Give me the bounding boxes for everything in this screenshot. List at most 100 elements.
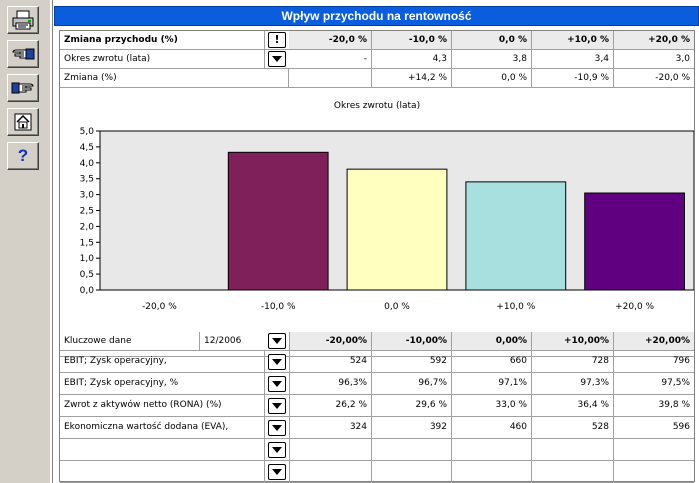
- column-header: -20,0 %: [289, 31, 372, 49]
- column-header: 0,0 %: [452, 31, 532, 49]
- help-icon: ?: [17, 146, 29, 165]
- table-cell: [289, 461, 372, 482]
- exclamation-icon: !: [274, 33, 280, 46]
- table-cell: 596: [672, 422, 690, 432]
- row-label: Zmiana (%): [60, 69, 289, 87]
- y-tick-label: 5,0: [80, 127, 95, 137]
- forward-button[interactable]: [7, 74, 39, 102]
- y-tick-label: 1,5: [80, 238, 94, 248]
- window-title: Wpływ przychodu na rentowność: [54, 6, 699, 26]
- row-dropdown[interactable]: [268, 420, 286, 436]
- back-button[interactable]: [7, 40, 39, 68]
- table-cell: 36,4 %: [532, 395, 614, 416]
- x-tick-label: -10,0 %: [261, 302, 296, 312]
- y-tick-label: 1,0: [80, 254, 95, 264]
- table-cell: [372, 461, 452, 482]
- table-row: [60, 439, 694, 461]
- header-label: Zmiana przychodu (%): [60, 31, 265, 49]
- table-cell: [532, 461, 614, 482]
- side-toolbar: ?: [0, 0, 50, 483]
- table-row: Zwrot z aktywów netto (RONA) (%) 26,2 % 29…: [60, 395, 694, 417]
- table-cell: 33,0 %: [452, 395, 532, 416]
- table-cell: 3,4: [532, 50, 614, 68]
- table-cell: -20,0 %: [655, 73, 690, 83]
- column-header: -20,00%: [289, 332, 372, 350]
- y-tick-label: 3,0: [80, 191, 95, 201]
- table-cell: [614, 439, 694, 460]
- row-dropdown[interactable]: [268, 442, 286, 458]
- table-cell: 728: [532, 351, 614, 372]
- table-cell: [289, 439, 372, 460]
- chart-title: Okres zwrotu (lata): [333, 101, 421, 111]
- y-tick-label: 0,0: [80, 286, 95, 296]
- row-dropdown[interactable]: [268, 51, 286, 67]
- column-header: -10,0 %: [372, 31, 452, 49]
- info-button[interactable]: !: [268, 32, 286, 48]
- bottom-table-header: Kluczowe dane 12/2006 -20,00% -10,00% 0,…: [60, 332, 694, 351]
- table-cell: 524: [289, 351, 372, 372]
- table-cell: -: [289, 50, 372, 68]
- hand-forward-icon: [11, 82, 34, 94]
- table-cell: 0,0 %: [452, 69, 532, 87]
- x-tick-label: -20,0 %: [142, 302, 177, 312]
- chevron-down-icon: [272, 56, 282, 62]
- row-label: EBIT; Zysk operacyjny, %: [60, 373, 265, 394]
- row-dropdown[interactable]: [268, 464, 286, 480]
- content-frame: Zmiana przychodu (%) ! -20,0 % -10,0 % 0…: [59, 30, 695, 483]
- home-button[interactable]: [7, 108, 39, 136]
- printer-icon: [12, 10, 34, 30]
- print-button[interactable]: [7, 6, 39, 34]
- column-header: +10,0 %: [532, 31, 614, 49]
- bar-chart: 0,0 0,5 1,0 1,5 2,0 2,5 3,0 3,5 4,0 4,5 5,0 -20,0 …: [80, 127, 694, 312]
- help-button[interactable]: ?: [7, 142, 39, 170]
- chart-area: Okres zwrotu (lata) 0,0 0,5 1,0 1,5 2,0 2,5 3,…: [60, 89, 694, 357]
- table-cell: [289, 69, 372, 87]
- header-label: Kluczowe dane: [60, 332, 200, 350]
- table-cell: 97,5%: [661, 378, 690, 388]
- row-dropdown[interactable]: [268, 376, 286, 392]
- x-tick-label: 0,0 %: [384, 302, 410, 312]
- y-tick-label: 2,5: [80, 207, 94, 217]
- row-label: [60, 461, 265, 482]
- chevron-down-icon: [272, 469, 282, 475]
- row-dropdown[interactable]: [268, 354, 286, 370]
- column-header: +20,0 %: [614, 31, 694, 49]
- x-tick-label: +10,0 %: [496, 302, 535, 312]
- y-tick-label: 0,5: [80, 270, 94, 280]
- row-dropdown[interactable]: [268, 398, 286, 414]
- column-header: -10,00%: [372, 332, 452, 350]
- column-header: +20,00%: [614, 332, 694, 350]
- chevron-down-icon: [272, 359, 282, 365]
- bar: [346, 168, 448, 291]
- table-row: [60, 461, 694, 483]
- y-tick-label: 3,5: [80, 175, 94, 185]
- table-cell: 4,3: [372, 50, 452, 68]
- chevron-down-icon: [272, 447, 282, 453]
- y-tick-label: 4,0: [80, 159, 95, 169]
- chevron-down-icon: [272, 403, 282, 409]
- table-row: Zmiana (%) +14,2 % 0,0 % -10,9 % -20,0 %: [60, 69, 694, 88]
- top-table-header: Zmiana przychodu (%) ! -20,0 % -10,0 % 0…: [60, 31, 694, 50]
- table-cell: 97,1%: [452, 373, 532, 394]
- table-cell: +14,2 %: [372, 69, 452, 87]
- table-cell: 29,6 %: [372, 395, 452, 416]
- table-cell: [452, 461, 532, 482]
- table-row: Okres zwrotu (lata) - 4,3 3,8 3,4 3,0: [60, 50, 694, 69]
- bar: [227, 151, 329, 291]
- bar: [465, 181, 567, 291]
- main-panel: Wpływ przychodu na rentowność Zmiana prz…: [52, 0, 699, 483]
- home-icon: [14, 113, 32, 131]
- row-label: [60, 439, 265, 460]
- hand-back-icon: [12, 48, 35, 60]
- period-value: 12/2006: [204, 336, 242, 346]
- period-dropdown[interactable]: [268, 333, 286, 349]
- table-cell: [532, 439, 614, 460]
- table-cell: 96,3%: [289, 373, 372, 394]
- chevron-down-icon: [272, 425, 282, 431]
- chevron-down-icon: [272, 381, 282, 387]
- table-cell: [372, 439, 452, 460]
- bar: [584, 192, 685, 291]
- table-cell: 39,8 %: [658, 400, 690, 410]
- chevron-down-icon: [272, 338, 282, 344]
- table-cell: -10,9 %: [532, 69, 614, 87]
